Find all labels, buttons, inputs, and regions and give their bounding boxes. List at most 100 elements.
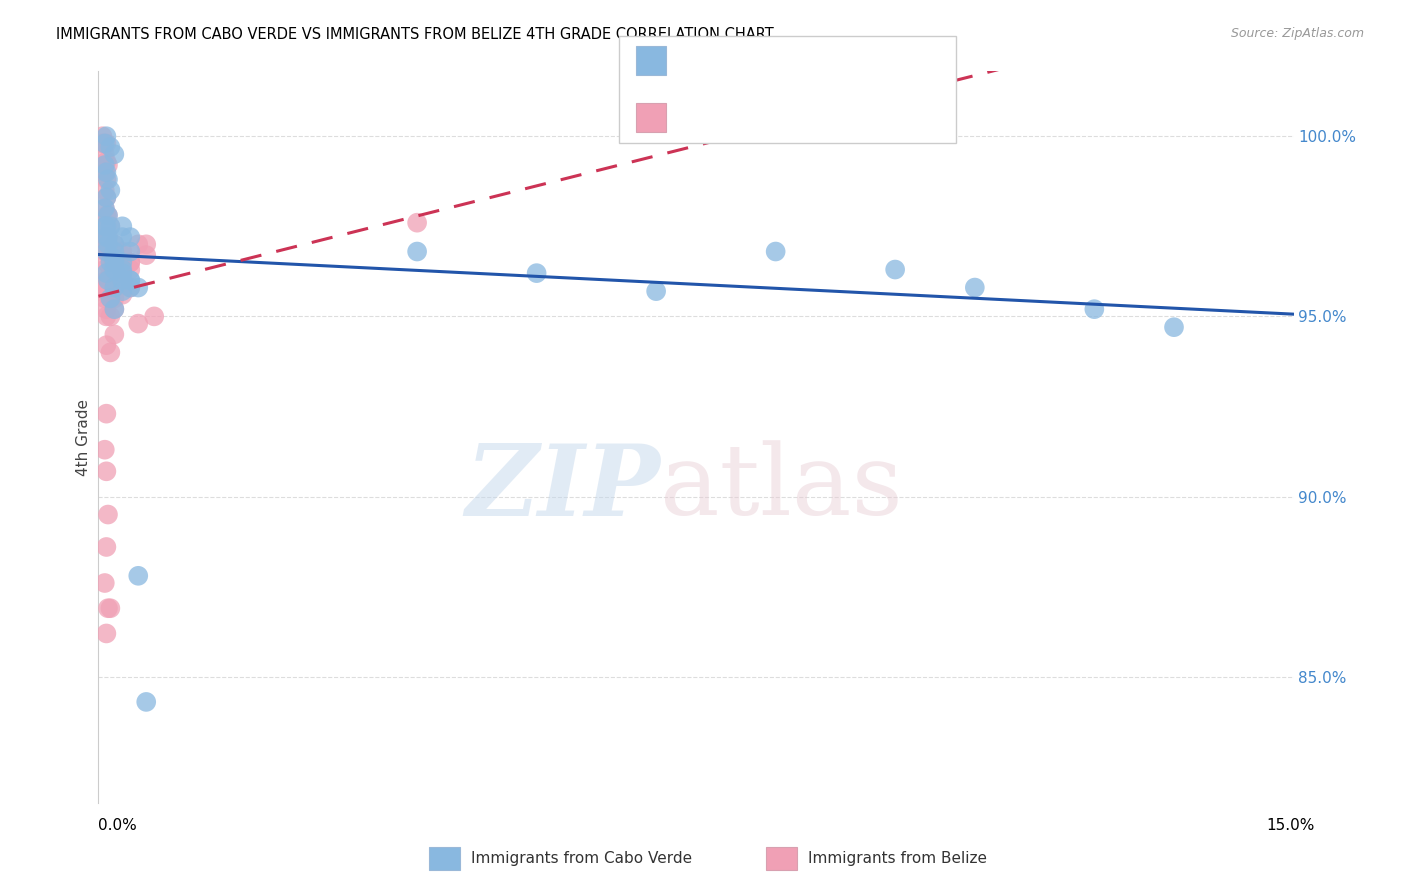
Point	[103, 280, 125, 294]
Point	[94, 183, 117, 197]
Text: IMMIGRANTS FROM CABO VERDE VS IMMIGRANTS FROM BELIZE 4TH GRADE CORRELATION CHART: IMMIGRANTS FROM CABO VERDE VS IMMIGRANTS…	[56, 27, 773, 42]
Point	[96, 165, 118, 179]
Point	[135, 248, 157, 262]
Text: 0.0%: 0.0%	[98, 818, 138, 832]
Point	[94, 576, 117, 591]
Text: Immigrants from Belize: Immigrants from Belize	[808, 851, 987, 866]
Point	[103, 291, 125, 305]
Point	[120, 262, 142, 277]
Point	[103, 273, 125, 287]
Point	[96, 230, 118, 244]
Point	[765, 244, 787, 259]
Point	[127, 317, 149, 331]
Point	[94, 165, 117, 179]
Point	[100, 255, 122, 269]
Point	[96, 172, 118, 186]
Point	[96, 540, 118, 554]
Point	[94, 158, 117, 172]
Text: R =: R =	[675, 52, 711, 70]
Point	[94, 219, 117, 234]
Point	[103, 302, 125, 317]
Point	[94, 147, 117, 161]
Point	[884, 262, 907, 277]
Point	[94, 442, 117, 457]
Point	[135, 237, 157, 252]
Point	[96, 266, 118, 280]
Point	[100, 219, 122, 234]
Point	[100, 291, 122, 305]
Point	[96, 190, 118, 204]
Point	[406, 216, 429, 230]
Point	[111, 262, 134, 277]
Text: ZIP: ZIP	[465, 440, 661, 536]
Point	[120, 255, 142, 269]
Point	[103, 255, 125, 269]
Point	[100, 345, 122, 359]
Point	[97, 601, 120, 615]
Point	[96, 237, 118, 252]
Point	[97, 244, 120, 259]
Point	[111, 273, 134, 287]
Point	[111, 255, 134, 269]
Point	[100, 291, 122, 305]
Point	[120, 273, 142, 287]
Point	[96, 287, 118, 301]
Point	[1083, 302, 1105, 317]
Point	[111, 248, 134, 262]
Point	[127, 569, 149, 583]
Point	[96, 464, 118, 478]
Point	[96, 338, 118, 352]
Point	[406, 244, 429, 259]
Text: N =: N =	[804, 52, 852, 70]
Point	[111, 273, 134, 287]
Point	[103, 237, 125, 252]
Point	[100, 140, 122, 154]
Point	[94, 201, 117, 215]
Point	[96, 190, 118, 204]
Point	[91, 129, 114, 144]
Point	[526, 266, 548, 280]
Point	[96, 219, 118, 234]
Point	[111, 266, 134, 280]
Text: 69: 69	[859, 109, 882, 127]
Point	[111, 266, 134, 280]
Text: -0.269: -0.269	[720, 52, 779, 70]
Text: 52: 52	[859, 52, 882, 70]
Point	[103, 244, 125, 259]
Point	[120, 230, 142, 244]
Point	[645, 284, 668, 298]
Point	[96, 407, 118, 421]
Point	[94, 291, 117, 305]
Point	[120, 273, 142, 287]
Point	[103, 262, 125, 277]
Point	[111, 244, 134, 259]
Point	[963, 280, 986, 294]
Point	[120, 255, 142, 269]
Point	[103, 147, 125, 161]
Point	[96, 255, 118, 269]
Point	[97, 209, 120, 223]
Point	[100, 183, 122, 197]
Point	[91, 136, 114, 151]
Point	[100, 219, 122, 234]
Point	[97, 273, 120, 287]
Point	[97, 158, 120, 172]
Point	[97, 280, 120, 294]
Point	[103, 237, 125, 252]
Point	[135, 695, 157, 709]
Point	[94, 244, 117, 259]
Text: N =: N =	[804, 109, 852, 127]
Text: R =: R =	[675, 109, 711, 127]
Point	[97, 209, 120, 223]
Point	[96, 230, 118, 244]
Point	[103, 327, 125, 342]
Point	[96, 244, 118, 259]
Point	[120, 280, 142, 294]
Point	[100, 310, 122, 324]
Point	[97, 230, 120, 244]
Point	[120, 244, 142, 259]
Point	[111, 230, 134, 244]
Text: Immigrants from Cabo Verde: Immigrants from Cabo Verde	[471, 851, 692, 866]
Point	[94, 136, 117, 151]
Point	[96, 273, 118, 287]
